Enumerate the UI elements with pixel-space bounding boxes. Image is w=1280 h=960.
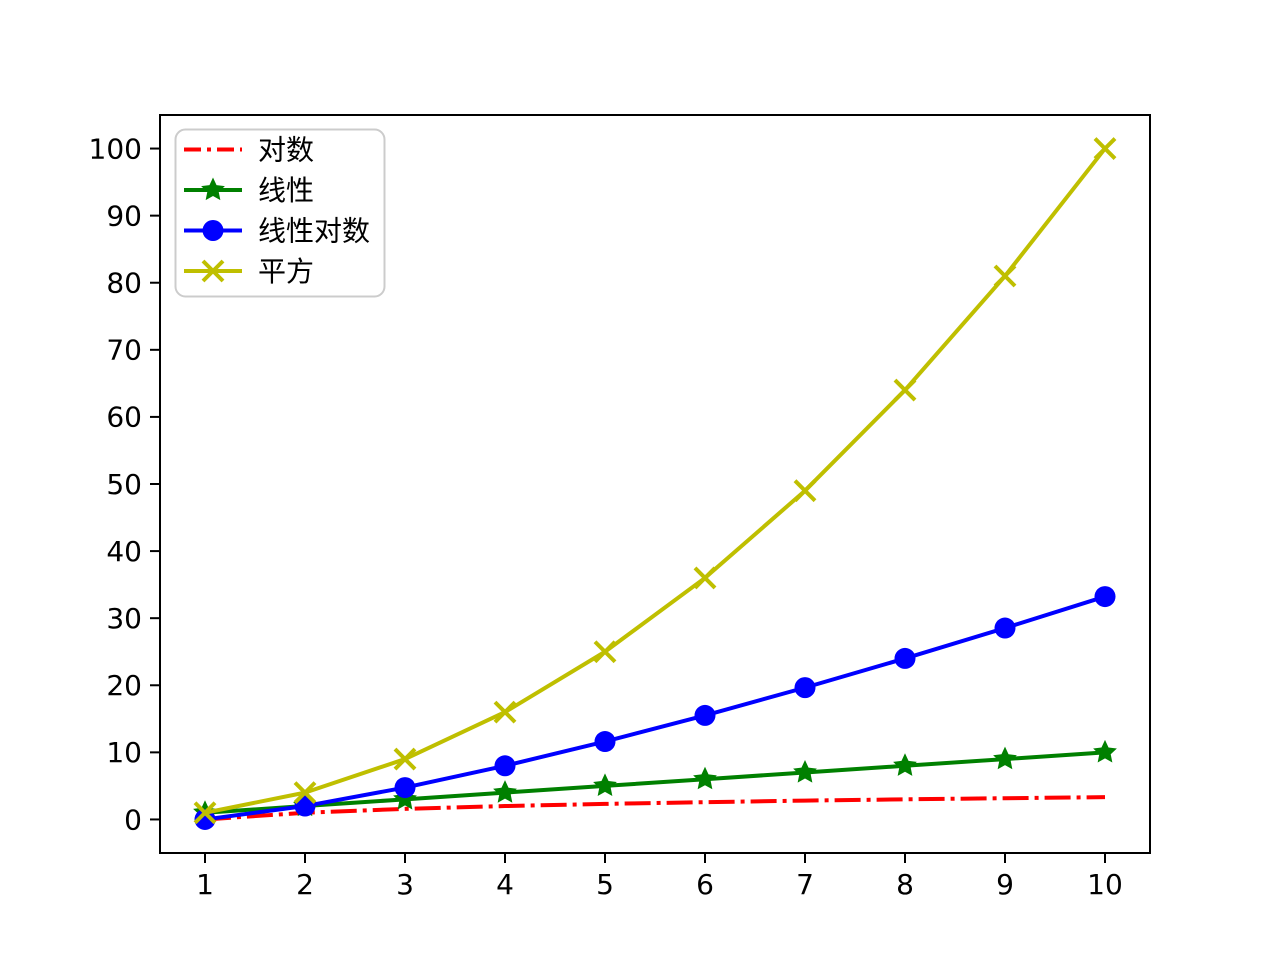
data-point-marker	[201, 259, 225, 283]
x-tick-label: 6	[696, 868, 714, 901]
legend-label: 平方	[258, 255, 314, 288]
y-tick-label: 10	[106, 736, 142, 769]
data-point-marker	[593, 773, 617, 797]
data-point-marker	[893, 753, 917, 776]
data-point-marker	[893, 378, 917, 402]
y-tick-label: 50	[106, 468, 142, 501]
data-point-marker	[194, 808, 216, 830]
data-point-marker	[393, 747, 417, 771]
x-tick-label: 2	[296, 868, 314, 901]
x-tick-label: 5	[596, 868, 614, 901]
data-point-marker	[201, 177, 225, 201]
y-tick-label: 0	[124, 803, 142, 836]
x-tick-label: 9	[996, 868, 1014, 901]
data-point-marker	[994, 617, 1016, 639]
y-tick-label: 90	[106, 199, 142, 232]
data-point-marker	[294, 795, 316, 817]
y-tick-label: 80	[106, 267, 142, 300]
legend-label: 线性对数	[258, 214, 370, 247]
data-point-marker	[794, 677, 816, 699]
data-point-marker	[394, 777, 416, 799]
legend-label: 线性	[258, 174, 314, 207]
data-point-marker	[693, 766, 717, 790]
data-point-marker	[694, 704, 716, 726]
legend-item: 平方	[184, 255, 314, 288]
data-point-marker	[993, 264, 1017, 288]
data-point-marker	[493, 780, 517, 803]
y-tick-label: 100	[89, 132, 142, 165]
plot-area-border	[159, 114, 1151, 854]
x-tick-label: 1	[196, 868, 214, 901]
data-point-marker	[293, 781, 317, 805]
y-tick-label: 30	[106, 602, 142, 635]
data-point-marker	[793, 479, 817, 503]
series-2	[194, 586, 1116, 830]
legend-item: 线性对数	[184, 214, 370, 247]
legend-frame	[174, 128, 386, 298]
series-line	[204, 594, 1106, 822]
series-line	[204, 750, 1106, 815]
data-point-marker	[693, 566, 717, 590]
y-tick-label: 40	[106, 535, 142, 568]
legend-item: 线性	[184, 174, 314, 207]
data-point-marker	[1093, 137, 1117, 160]
data-point-marker	[393, 786, 417, 810]
data-point-marker	[193, 801, 217, 825]
data-point-marker	[493, 700, 517, 724]
series-3	[193, 137, 1117, 825]
series-0	[204, 795, 1106, 822]
x-tick-label: 4	[496, 868, 514, 901]
data-point-marker	[1094, 586, 1116, 608]
x-tick-label: 3	[396, 868, 414, 901]
x-tick-label: 10	[1087, 868, 1123, 901]
data-point-marker	[1093, 739, 1117, 763]
series-line	[204, 147, 1107, 815]
x-tick-label: 7	[796, 868, 814, 901]
data-point-marker	[993, 746, 1017, 770]
data-point-marker	[593, 640, 617, 664]
y-tick-label: 20	[106, 669, 142, 702]
x-tick-label: 8	[896, 868, 914, 901]
data-point-marker	[793, 759, 817, 783]
legend-item: 对数	[184, 133, 314, 166]
y-tick-label: 70	[106, 334, 142, 367]
data-point-marker	[494, 755, 516, 777]
legend-label: 对数	[258, 133, 314, 166]
data-point-marker	[202, 220, 224, 241]
data-point-marker	[894, 647, 916, 669]
data-point-marker	[594, 731, 616, 753]
series-line	[204, 795, 1106, 822]
y-tick-label: 60	[106, 401, 142, 434]
